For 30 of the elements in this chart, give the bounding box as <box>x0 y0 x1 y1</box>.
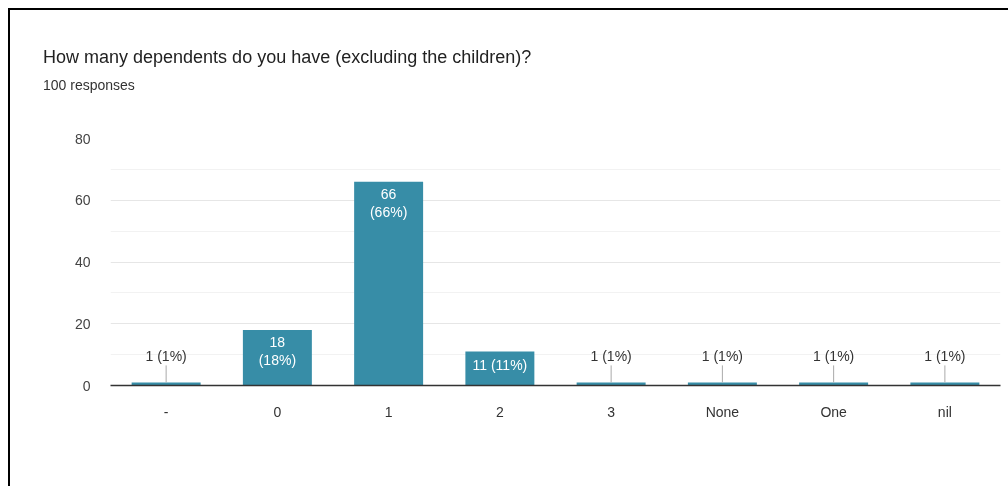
data-label: 11 (11%) <box>472 356 528 373</box>
bar <box>242 329 312 386</box>
x-tick-label: nil <box>937 403 952 420</box>
x-tick-label: 3 <box>607 403 616 420</box>
bar <box>354 181 424 386</box>
x-tick-label: 2 <box>495 403 504 420</box>
y-tick-label: 20 <box>74 315 91 332</box>
x-tick-label: One <box>820 403 848 420</box>
y-tick-label: 60 <box>74 192 91 209</box>
chart-subtitle: 100 responses <box>43 76 135 95</box>
data-label: 66 (66%) <box>369 185 408 221</box>
y-tick-label: 0 <box>82 377 91 394</box>
data-label: 1 (1%) <box>701 348 743 365</box>
y-tick-label: 80 <box>74 130 91 147</box>
x-tick-label: 1 <box>384 403 393 420</box>
bar <box>687 382 757 386</box>
data-label: 1 (1%) <box>590 348 632 365</box>
x-tick-label: None <box>705 403 740 420</box>
bar <box>799 382 869 386</box>
x-tick-label: - <box>163 403 169 420</box>
chart-title: How many dependents do you have (excluding the children)? <box>43 46 532 69</box>
data-label: 1 (1%) <box>145 348 187 365</box>
bar <box>131 382 201 386</box>
data-label: 1 (1%) <box>924 348 966 365</box>
bar <box>576 382 646 386</box>
x-tick-label: 0 <box>273 403 282 420</box>
bar <box>910 382 980 386</box>
y-tick-label: 40 <box>74 254 91 270</box>
data-label: 18 (18%) <box>258 333 297 369</box>
data-label: 1 (1%) <box>813 348 855 365</box>
